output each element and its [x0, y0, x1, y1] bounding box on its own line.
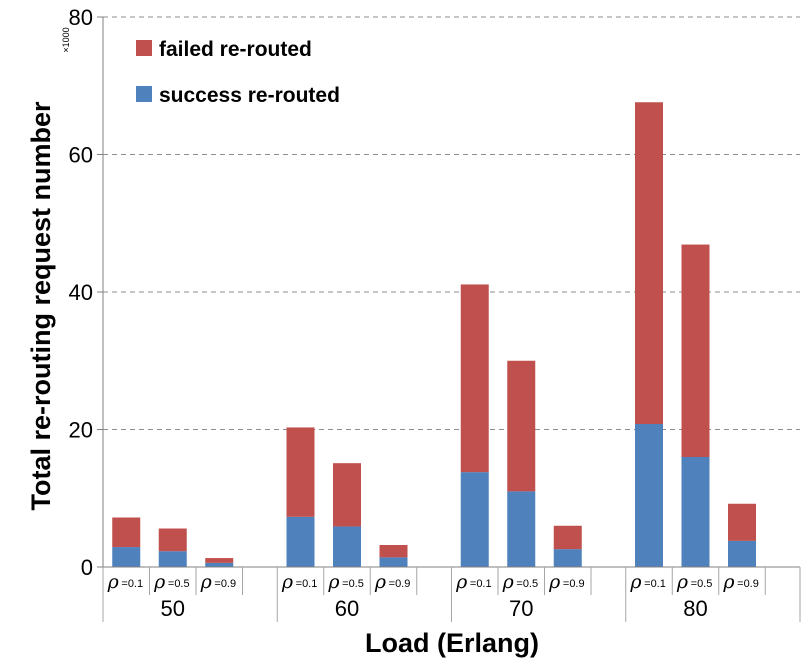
- bar-label-value: =0.5: [516, 578, 538, 590]
- bar-label-symbol: ρ: [327, 571, 340, 593]
- bar-label-symbol: ρ: [281, 571, 294, 593]
- bars: [112, 102, 756, 567]
- bar-failed-50-1: [112, 517, 141, 548]
- bar-success-70-3: [553, 549, 582, 567]
- bar-success-50-1: [112, 547, 141, 567]
- legend-swatch-failed: [136, 40, 152, 56]
- bar-label-symbol: ρ: [676, 571, 689, 593]
- x-axis-title: Load (Erlang): [365, 628, 539, 658]
- bar-label-value: =0.5: [691, 578, 713, 590]
- bar-label-symbol: ρ: [107, 571, 120, 593]
- bar-failed-80-1: [635, 102, 663, 424]
- bar-label-value: =0.5: [342, 578, 364, 590]
- bar-success-70-2: [507, 491, 536, 567]
- bar-failed-70-1: [460, 284, 489, 473]
- legend-label-success: success re-routed: [159, 84, 340, 107]
- y-axis-title: Total re-routing request number: [26, 101, 56, 511]
- bar-success-70-1: [460, 472, 489, 567]
- bar-success-50-3: [205, 562, 234, 567]
- bar-label-symbol: ρ: [722, 571, 735, 593]
- bar-label-symbol: ρ: [502, 571, 515, 593]
- bar-failed-80-3: [728, 503, 756, 541]
- bar-success-60-1: [286, 516, 315, 567]
- legend-swatch-success: [136, 86, 152, 102]
- bar-label-value: =0.1: [296, 578, 318, 590]
- bar-label-symbol: ρ: [374, 571, 387, 593]
- bar-label-symbol: ρ: [200, 571, 213, 593]
- bar-label-symbol: ρ: [153, 571, 166, 593]
- bar-label-symbol: ρ: [455, 571, 468, 593]
- bar-failed-60-1: [286, 427, 315, 517]
- bar-failed-60-3: [379, 545, 408, 558]
- bar-failed-80-2: [681, 244, 710, 457]
- bar-label-symbol: ρ: [548, 571, 561, 593]
- bar-failed-60-2: [333, 463, 361, 527]
- group-label-70: 70: [509, 596, 533, 621]
- bar-label-value: =0.9: [214, 578, 236, 590]
- bar-label-value: =0.1: [644, 578, 666, 590]
- bar-failed-70-3: [553, 525, 582, 550]
- bar-label-symbol: ρ: [629, 571, 642, 593]
- bar-success-60-3: [379, 557, 408, 567]
- y-axis-ticks: 0 20 40 60 80: [69, 5, 103, 580]
- bar-label-value: =0.1: [470, 578, 492, 590]
- group-label-50: 50: [161, 596, 185, 621]
- bar-success-80-3: [728, 540, 756, 567]
- bar-failed-50-2: [158, 528, 187, 552]
- bar-label-value: =0.1: [121, 578, 143, 590]
- ytick-label-20: 20: [69, 418, 93, 443]
- bar-success-50-2: [158, 551, 187, 567]
- bar-failed-50-3: [205, 558, 234, 563]
- group-label-60: 60: [335, 596, 359, 621]
- ytick-label-80: 80: [69, 5, 93, 30]
- group-label-80: 80: [683, 596, 707, 621]
- bar-success-80-2: [681, 457, 710, 567]
- ytick-label-60: 60: [69, 143, 93, 168]
- bar-label-value: =0.9: [737, 578, 759, 590]
- legend: failed re-routed success re-routed: [136, 38, 340, 107]
- bar-success-60-2: [333, 526, 361, 567]
- bar-label-value: =0.5: [168, 578, 190, 590]
- bar-failed-70-2: [507, 360, 536, 492]
- bar-label-value: =0.9: [563, 578, 585, 590]
- bar-success-80-1: [635, 424, 663, 567]
- ytick-label-40: 40: [69, 280, 93, 305]
- bar-label-value: =0.9: [389, 578, 411, 590]
- y-multiplier-label: ×1000: [61, 27, 71, 52]
- legend-label-failed: failed re-routed: [159, 38, 312, 61]
- ytick-label-0: 0: [81, 555, 93, 580]
